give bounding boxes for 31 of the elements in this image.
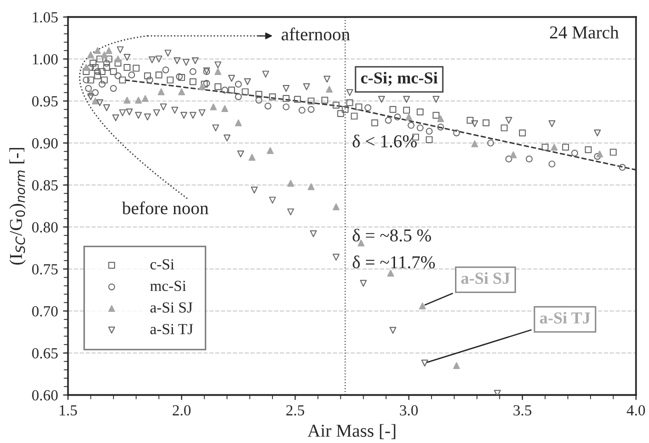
x-tick-label: 3.0 [400,405,418,416]
legend-label: mc-Si [150,280,186,292]
legend-label: a-Si TJ [150,324,193,334]
x-tick-label: 3.5 [514,405,532,416]
y-tick-label: 1.05 [32,12,58,23]
y-tick-label: 0.75 [32,264,58,275]
legend-label: a-Si SJ [150,302,192,313]
y-tick-label: 1.00 [32,54,58,65]
annotation: δ < 1.6% [352,134,417,148]
annotation: before noon [122,201,208,214]
annotation: afternoon [282,28,350,40]
annotation: 24 March [550,26,619,39]
y-tick-label: 0.70 [32,306,58,317]
y-tick-label: 0.60 [32,390,58,401]
x-tick-label: 2.0 [172,405,191,416]
y-tick-label: 0.90 [32,138,58,149]
annotation: δ = ~11.7% [352,256,435,268]
legend-label: c-Si [150,259,174,270]
y-tick-label: 0.85 [32,180,58,191]
annotation: a-Si SJ [461,272,510,284]
y-axis-title: (I$_{SC}$/G$_{0}$)$_{norm}$ [-] [9,148,26,265]
y-tick-label: 0.80 [32,222,58,233]
x-tick-label: 2.5 [286,405,304,416]
annotation: a-Si TJ [540,312,590,324]
x-axis-title: Air Mass [-] [308,424,396,440]
x-tick-label: 1.5 [60,405,77,416]
y-tick-label: 0.95 [32,96,58,107]
annotation: δ = ~8.5 % [352,228,431,242]
x-tick-label: 4.0 [626,405,645,416]
y-tick-label: 0.65 [32,348,58,359]
annotation: c-Si; mc-Si [361,72,438,86]
